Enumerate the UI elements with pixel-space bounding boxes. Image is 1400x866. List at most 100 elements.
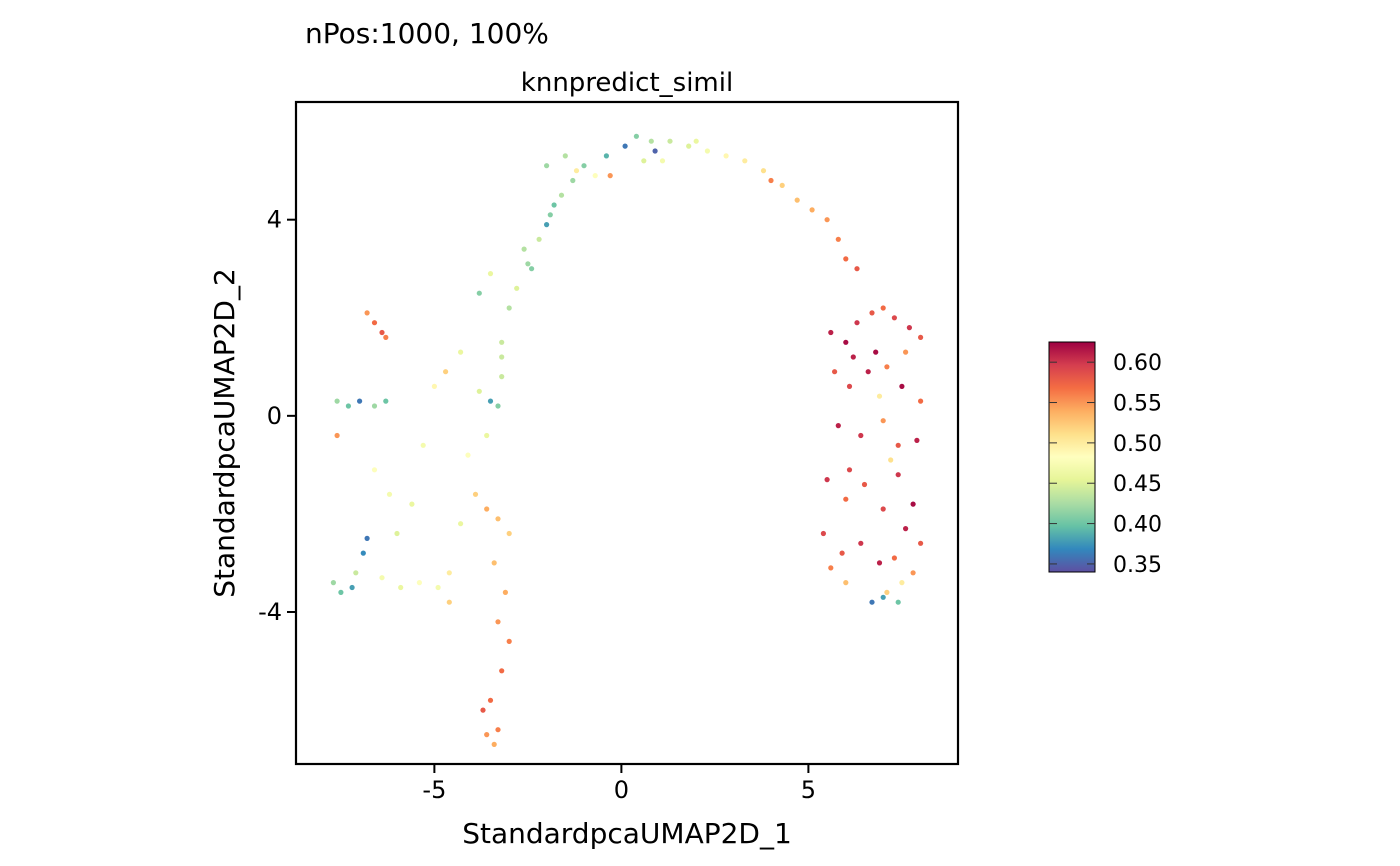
data-point bbox=[379, 575, 385, 581]
data-point bbox=[839, 550, 845, 556]
data-point bbox=[409, 501, 415, 507]
data-point bbox=[371, 403, 378, 409]
data-point bbox=[659, 158, 666, 164]
data-point bbox=[888, 457, 894, 463]
data-point bbox=[760, 168, 767, 174]
data-point bbox=[525, 261, 531, 267]
data-point bbox=[487, 697, 494, 703]
x-tick-label: -5 bbox=[422, 776, 446, 804]
data-point bbox=[861, 481, 868, 488]
data-point bbox=[652, 148, 658, 154]
data-point bbox=[828, 565, 834, 571]
y-axis-title: StandardpcaUMAP2D_2 bbox=[208, 268, 241, 598]
y-tick-label: 4 bbox=[267, 206, 282, 234]
colorbar-tick-label: 0.45 bbox=[1113, 472, 1162, 497]
data-point bbox=[443, 369, 449, 375]
data-point bbox=[364, 535, 370, 542]
data-point bbox=[446, 599, 452, 605]
data-point bbox=[704, 148, 711, 154]
data-point bbox=[846, 467, 853, 473]
y-axis: -4 0 4 bbox=[258, 206, 296, 626]
data-point bbox=[858, 540, 864, 546]
data-point bbox=[349, 584, 355, 591]
data-point bbox=[843, 339, 849, 345]
data-point bbox=[742, 158, 748, 164]
data-point bbox=[865, 369, 871, 375]
data-point bbox=[487, 398, 494, 404]
data-points bbox=[330, 133, 924, 748]
data-point bbox=[431, 383, 437, 389]
colorbar-tick-label: 0.50 bbox=[1113, 432, 1162, 457]
data-point bbox=[506, 638, 512, 645]
data-point bbox=[794, 197, 800, 203]
colorbar-tick-label: 0.40 bbox=[1113, 513, 1162, 538]
colorbar-gradient bbox=[1048, 341, 1096, 573]
data-point bbox=[544, 163, 550, 169]
data-point bbox=[903, 349, 909, 355]
data-point bbox=[876, 393, 883, 399]
data-point bbox=[820, 530, 827, 537]
data-point bbox=[383, 334, 389, 340]
data-point bbox=[357, 398, 363, 404]
data-point bbox=[499, 354, 505, 360]
data-point bbox=[832, 369, 838, 375]
data-point bbox=[487, 271, 494, 277]
colorbar-ticks: 0.35 0.40 0.45 0.50 0.55 0.60 bbox=[1049, 351, 1162, 578]
data-point bbox=[824, 217, 830, 223]
data-point bbox=[484, 732, 490, 738]
data-point bbox=[768, 177, 774, 184]
data-point bbox=[529, 266, 535, 272]
data-point bbox=[843, 496, 849, 502]
data-point bbox=[394, 530, 400, 537]
data-point bbox=[723, 153, 729, 159]
data-point bbox=[495, 727, 501, 733]
colorbar-tick-label: 0.35 bbox=[1113, 553, 1162, 578]
data-point bbox=[918, 540, 924, 546]
data-point bbox=[809, 207, 815, 213]
data-point bbox=[880, 506, 886, 512]
data-point bbox=[779, 182, 785, 188]
data-point bbox=[330, 580, 336, 586]
chart-title: knnpredict_simil bbox=[521, 68, 733, 98]
data-point bbox=[843, 580, 849, 586]
data-point bbox=[499, 374, 505, 380]
data-point bbox=[846, 383, 853, 389]
data-point bbox=[465, 452, 471, 458]
data-point bbox=[891, 555, 898, 561]
data-point bbox=[573, 168, 580, 174]
data-point bbox=[873, 349, 879, 355]
data-point bbox=[446, 570, 452, 576]
data-point bbox=[899, 383, 905, 389]
data-point bbox=[570, 177, 576, 184]
data-point bbox=[435, 584, 441, 591]
data-point bbox=[824, 477, 830, 483]
data-point bbox=[603, 153, 610, 159]
data-point bbox=[383, 398, 389, 404]
data-point bbox=[880, 594, 886, 600]
data-point bbox=[880, 418, 886, 424]
data-point bbox=[918, 334, 924, 340]
data-point bbox=[484, 506, 490, 512]
data-point bbox=[334, 398, 340, 404]
data-point bbox=[648, 138, 654, 144]
data-point bbox=[869, 599, 875, 605]
data-point bbox=[371, 467, 378, 473]
data-point bbox=[667, 138, 673, 144]
data-point bbox=[544, 222, 550, 228]
y-tick-label: -4 bbox=[258, 598, 282, 626]
plot-panel-border bbox=[294, 100, 960, 766]
data-point bbox=[828, 329, 834, 336]
data-point bbox=[918, 398, 924, 404]
data-point bbox=[484, 432, 490, 439]
y-tick-label: 0 bbox=[267, 402, 282, 430]
data-point bbox=[472, 491, 479, 497]
color-legend: 0.35 0.40 0.45 0.50 0.55 0.60 bbox=[1048, 341, 1162, 578]
data-point bbox=[895, 472, 901, 478]
data-point bbox=[476, 388, 482, 394]
data-point bbox=[521, 246, 527, 252]
data-point bbox=[633, 133, 640, 139]
data-point bbox=[416, 580, 422, 586]
data-point bbox=[547, 212, 553, 218]
data-point bbox=[506, 305, 512, 311]
